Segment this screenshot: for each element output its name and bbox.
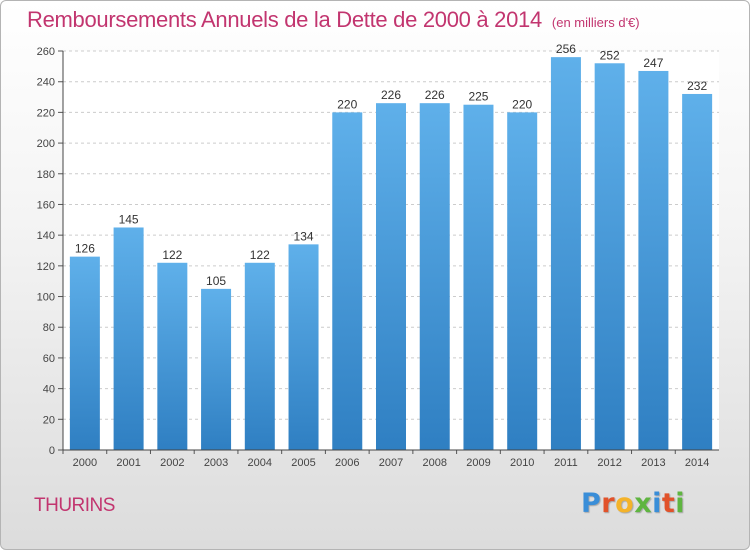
y-tick-label: 0: [49, 445, 55, 457]
bar: [419, 103, 450, 450]
y-tick-label: 200: [37, 138, 55, 150]
data-label: 122: [162, 248, 182, 262]
data-label: 252: [600, 48, 620, 62]
y-tick-label: 220: [37, 107, 55, 119]
x-tick-label: 2011: [554, 457, 578, 469]
data-label: 247: [643, 56, 663, 70]
proxiti-logo: Proxiti: [581, 488, 685, 519]
x-tick-label: 2013: [641, 457, 665, 469]
data-label: 105: [206, 274, 226, 288]
x-tick-label: 2010: [510, 457, 534, 469]
logo-letter: i: [652, 488, 662, 519]
y-tick-label: 140: [37, 230, 55, 242]
logo-letter: o: [615, 488, 635, 519]
y-tick-label: 100: [37, 292, 55, 304]
logo-letter: t: [661, 488, 676, 519]
x-tick-label: 2005: [291, 457, 315, 469]
x-tick-label: 2012: [597, 457, 621, 469]
y-tick-label: 60: [43, 353, 55, 365]
data-label: 225: [468, 90, 488, 104]
bar: [507, 112, 538, 450]
chart-title: Remboursements Annuels de la Dette de 20…: [27, 7, 640, 33]
logo-letter: x: [634, 488, 653, 519]
bar: [332, 112, 363, 450]
x-tick-label: 2000: [73, 457, 97, 469]
x-tick-label: 2003: [204, 457, 228, 469]
bar: [594, 63, 625, 451]
data-label: 226: [425, 88, 445, 102]
chart-title-text: Remboursements Annuels de la Dette de 20…: [27, 7, 542, 32]
x-tick-label: 2004: [248, 457, 272, 469]
x-tick-label: 2009: [466, 457, 490, 469]
bar: [376, 103, 406, 450]
x-tick-label: 2001: [116, 457, 140, 469]
bar: [201, 288, 232, 450]
y-tick-label: 180: [37, 169, 55, 181]
data-label: 122: [250, 248, 270, 262]
data-label: 256: [556, 42, 576, 56]
data-label: 220: [512, 97, 532, 111]
data-label: 226: [381, 88, 401, 102]
bar: [69, 256, 100, 450]
bar: [244, 262, 275, 450]
data-label: 126: [75, 242, 95, 256]
y-tick-label: 120: [37, 261, 55, 273]
x-tick-label: 2008: [422, 457, 446, 469]
y-tick-label: 20: [43, 414, 55, 426]
bar: [682, 93, 713, 450]
x-tick-label: 2007: [379, 457, 403, 469]
bar: [113, 227, 144, 450]
logo-letter: r: [601, 488, 616, 519]
data-label: 232: [687, 79, 707, 93]
bar: [638, 70, 669, 450]
logo-letter: P: [581, 488, 602, 519]
bar: [157, 262, 188, 450]
data-label: 220: [337, 97, 357, 111]
y-tick-label: 80: [43, 322, 55, 334]
bar: [463, 104, 494, 450]
data-label: 134: [294, 229, 314, 243]
x-tick-label: 2014: [685, 457, 709, 469]
bar: [550, 57, 581, 451]
chart-unit: (en milliers d'€): [551, 15, 640, 30]
x-tick-label: 2002: [160, 457, 184, 469]
bar: [288, 244, 319, 450]
city-name: THURINS: [34, 495, 115, 516]
y-tick-label: 260: [37, 46, 55, 58]
y-tick-label: 240: [37, 77, 55, 89]
x-tick-label: 2006: [335, 457, 359, 469]
data-label: 145: [119, 212, 139, 226]
logo-letter: i: [675, 488, 686, 519]
y-tick-label: 160: [37, 199, 55, 211]
y-tick-label: 40: [43, 384, 55, 396]
